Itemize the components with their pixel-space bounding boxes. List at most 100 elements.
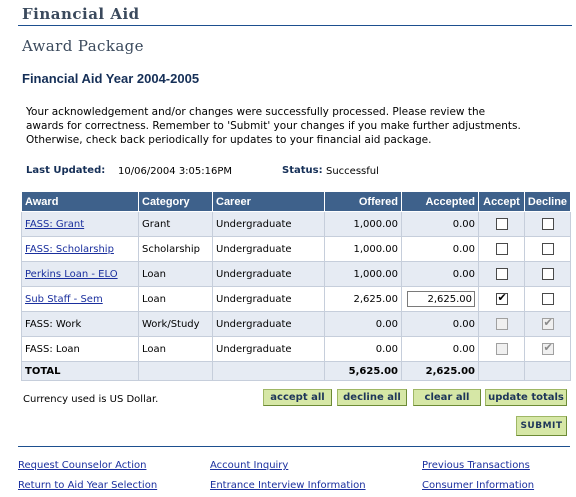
decline-cell: ✔ <box>524 311 571 337</box>
message-line: Otherwise, check back periodically for u… <box>26 134 432 146</box>
accept-checkbox <box>495 343 508 355</box>
award-table: Award Category Career Offered Accepted A… <box>21 191 571 381</box>
total-offered: 5,625.00 <box>324 361 402 381</box>
career-cell: Undergraduate <box>212 336 325 362</box>
award-cell: FASS: Loan <box>21 336 139 362</box>
award-cell: FASS: Grant <box>21 211 139 237</box>
account-inquiry-link[interactable]: Account Inquiry <box>210 460 289 471</box>
accept-cell <box>478 336 525 362</box>
clear-all-button[interactable]: clear all <box>413 389 481 406</box>
offered-cell: 1,000.00 <box>324 236 402 262</box>
last-updated-label: Last Updated: <box>26 165 106 176</box>
col-header-decline: Decline <box>524 191 571 212</box>
category-cell: Work/Study <box>138 311 213 337</box>
footer-divider <box>18 446 570 447</box>
accepted-cell: 0.00 <box>401 311 479 337</box>
offered-cell: 0.00 <box>324 311 402 337</box>
offered-cell: 1,000.00 <box>324 211 402 237</box>
check-mark-icon: ✔ <box>543 316 553 329</box>
category-cell: Loan <box>138 286 213 312</box>
accept-checkbox[interactable] <box>495 268 508 280</box>
total-empty-cell <box>138 361 213 381</box>
accepted-cell: 0.00 <box>401 336 479 362</box>
decline-checkbox[interactable] <box>541 268 554 280</box>
total-empty-cell <box>212 361 325 381</box>
table-header-row: Award Category Career Offered Accepted A… <box>21 191 571 212</box>
status-label: Status: <box>282 165 323 176</box>
category-cell: Grant <box>138 211 213 237</box>
currency-note: Currency used is US Dollar. <box>23 394 159 405</box>
last-updated-value: 10/06/2004 3:05:16PM <box>118 166 233 177</box>
consumer-information-link[interactable]: Consumer Information <box>422 480 535 491</box>
col-header-career: Career <box>212 191 325 212</box>
col-header-award: Award <box>21 191 139 212</box>
award-link[interactable]: Perkins Loan - ELO <box>25 268 118 280</box>
accept-all-button[interactable]: accept all <box>263 389 332 406</box>
category-cell: Scholarship <box>138 236 213 262</box>
accept-cell <box>478 211 525 237</box>
submit-button[interactable]: SUBMIT <box>516 416 567 436</box>
award-link[interactable]: Sub Staff - Sem <box>25 293 103 305</box>
decline-all-button[interactable]: decline all <box>337 389 407 406</box>
offered-cell: 0.00 <box>324 336 402 362</box>
total-empty-cell <box>478 361 525 381</box>
aid-year-heading: Financial Aid Year 2004-2005 <box>22 71 200 86</box>
col-header-category: Category <box>138 191 213 212</box>
col-header-accept: Accept <box>478 191 525 212</box>
previous-transactions-link[interactable]: Previous Transactions <box>422 460 530 471</box>
total-row: TOTAL 5,625.00 2,625.00 <box>21 361 571 381</box>
accepted-amount-input[interactable] <box>407 291 475 307</box>
award-name: FASS: Work <box>25 318 82 330</box>
total-label: TOTAL <box>21 361 139 381</box>
category-cell: Loan <box>138 261 213 287</box>
accept-checkbox[interactable] <box>495 218 508 230</box>
accept-cell <box>478 236 525 262</box>
career-cell: Undergraduate <box>212 211 325 237</box>
award-cell: Sub Staff - Sem <box>21 286 139 312</box>
table-row: FASS: Loan Loan Undergraduate 0.00 0.00 ✔ <box>21 336 571 362</box>
accept-cell: ✔ <box>478 286 525 312</box>
decline-checkbox: ✔ <box>541 341 554 355</box>
accept-checkbox[interactable] <box>495 243 508 255</box>
request-counselor-action-link[interactable]: Request Counselor Action <box>18 460 147 471</box>
accept-cell <box>478 261 525 287</box>
entrance-interview-link[interactable]: Entrance Interview Information <box>210 480 366 491</box>
page-title: Financial Aid <box>22 5 140 23</box>
message-line: Your acknowledgement and/or changes were… <box>26 106 486 118</box>
accepted-cell <box>401 286 479 312</box>
career-cell: Undergraduate <box>212 286 325 312</box>
decline-cell <box>524 261 571 287</box>
table-row: Sub Staff - Sem Loan Undergraduate 2,625.00… <box>21 286 571 312</box>
decline-checkbox[interactable] <box>541 293 554 305</box>
return-to-aid-year-link[interactable]: Return to Aid Year Selection <box>18 480 158 491</box>
table-row: FASS: Grant Grant Undergraduate 1,000.00 0.0… <box>21 211 571 237</box>
decline-cell: ✔ <box>524 336 571 362</box>
confirmation-message: Your acknowledgement and/or changes were… <box>26 105 576 147</box>
total-empty-cell <box>524 361 571 381</box>
update-totals-button[interactable]: update totals <box>485 389 567 406</box>
decline-checkbox[interactable] <box>541 243 554 255</box>
accepted-cell: 0.00 <box>401 236 479 262</box>
accepted-cell: 0.00 <box>401 261 479 287</box>
award-link[interactable]: FASS: Grant <box>25 218 85 230</box>
award-name: FASS: Loan <box>25 343 80 355</box>
decline-cell <box>524 236 571 262</box>
message-line: awards for correctness. Remember to 'Sub… <box>26 120 521 132</box>
career-cell: Undergraduate <box>212 261 325 287</box>
award-cell: FASS: Scholarship <box>21 236 139 262</box>
check-mark-icon: ✔ <box>497 291 507 304</box>
section-title: Award Package <box>22 37 144 55</box>
offered-cell: 1,000.00 <box>324 261 402 287</box>
col-header-offered: Offered <box>324 191 402 212</box>
career-cell: Undergraduate <box>212 311 325 337</box>
award-cell: FASS: Work <box>21 311 139 337</box>
decline-cell <box>524 211 571 237</box>
col-header-accepted: Accepted <box>401 191 479 212</box>
accept-checkbox[interactable]: ✔ <box>495 291 508 305</box>
status-value: Successful <box>326 166 379 177</box>
title-divider <box>18 25 572 26</box>
award-link[interactable]: FASS: Scholarship <box>25 243 114 255</box>
decline-checkbox[interactable] <box>541 218 554 230</box>
table-row: Perkins Loan - ELO Loan Undergraduate 1,000… <box>21 261 571 287</box>
award-cell: Perkins Loan - ELO <box>21 261 139 287</box>
